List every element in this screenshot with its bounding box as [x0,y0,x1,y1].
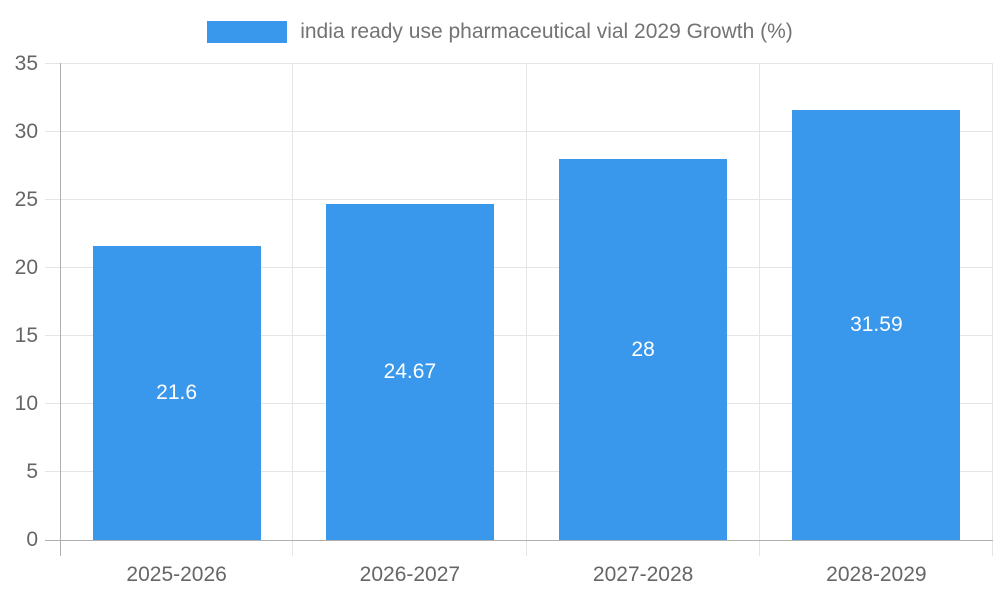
bar[interactable] [792,110,961,540]
y-tick-label: 30 [14,120,38,143]
x-tick-label: 2027-2028 [592,563,694,586]
y-tick-mark [45,403,60,404]
bar-value-label: 24.67 [383,360,437,384]
y-tick-label: 15 [14,324,38,347]
bar-value-label: 28 [631,337,655,361]
legend-swatch [207,21,288,43]
x-tick-mark [992,540,993,556]
y-gridline [60,199,993,200]
y-gridline [60,403,993,404]
x-gridline [292,64,294,540]
y-tick-mark [45,131,60,132]
y-tick-mark [45,471,60,472]
y-gridline [60,267,993,268]
y-tick-label: 35 [14,52,38,75]
y-tick-label: 25 [14,188,38,211]
y-tick-mark [45,335,60,336]
x-tick-mark [292,540,294,556]
y-tick-label: 0 [26,528,38,551]
x-axis-line [45,540,993,541]
bar-value-label: 31.59 [850,313,903,337]
bar[interactable] [559,159,728,540]
y-gridline [60,131,993,132]
x-tick-mark [758,540,760,556]
y-tick-label: 20 [14,256,38,279]
y-gridline [60,63,993,64]
x-gridline [525,64,527,540]
x-tick-label: 2026-2027 [359,563,461,586]
bar-value-label: 21.6 [156,381,198,405]
y-tick-mark [45,199,60,200]
bar[interactable] [325,204,494,540]
y-tick-label: 10 [14,392,38,415]
y-tick-mark [45,63,60,64]
legend-label: india ready use pharmaceutical vial 2029… [300,20,793,43]
y-tick-label: 5 [26,460,38,483]
x-tick-label: 2025-2026 [126,563,227,586]
y-gridline [60,335,993,336]
x-tick-label: 2028-2029 [826,563,927,586]
bar[interactable] [92,246,261,540]
y-axis-line [60,63,61,556]
x-gridline [992,64,993,540]
x-tick-mark [525,540,527,556]
y-gridline [60,471,993,472]
y-tick-mark [45,267,60,268]
x-gridline [758,64,760,540]
chart-legend[interactable]: india ready use pharmaceutical vial 2029… [0,20,1000,44]
